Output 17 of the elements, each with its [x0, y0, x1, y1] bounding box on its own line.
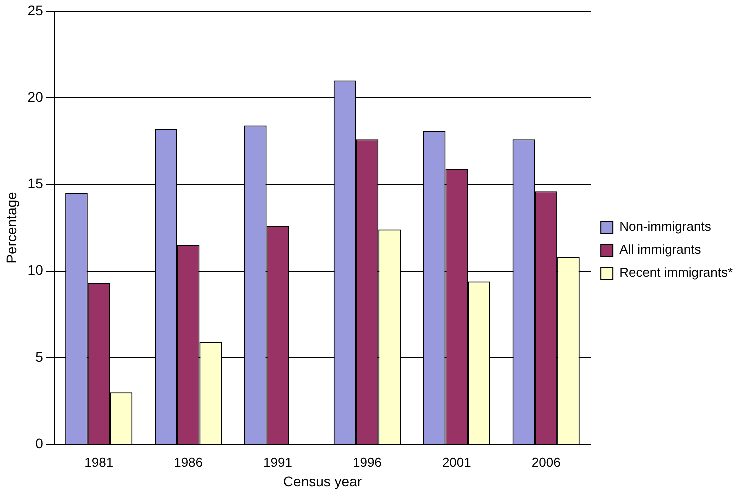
x-tick-label: 1996: [352, 454, 382, 470]
x-tick-label: 2006: [532, 454, 561, 470]
y-tick-label: 20: [28, 88, 44, 105]
y-axis-title: Percentage: [3, 192, 20, 264]
x-tick-label: 1986: [174, 454, 204, 470]
y-tick-label: 15: [28, 176, 44, 192]
legend-label: Non-immigrants: [620, 219, 712, 234]
y-tick-label: 0: [36, 435, 44, 452]
y-tick-label: 5: [36, 348, 44, 365]
y-tick-label: 10: [28, 262, 44, 278]
legend-label: All immigrants: [620, 242, 702, 258]
legend-label: Recent immigrants*: [620, 265, 734, 280]
x-tick-label: 1991: [264, 454, 292, 470]
x-tick-label: 2001: [442, 454, 472, 470]
x-axis-title: Census year: [283, 473, 362, 490]
y-tick-label: 25: [28, 2, 44, 18]
x-tick-label: 1981: [84, 454, 114, 470]
